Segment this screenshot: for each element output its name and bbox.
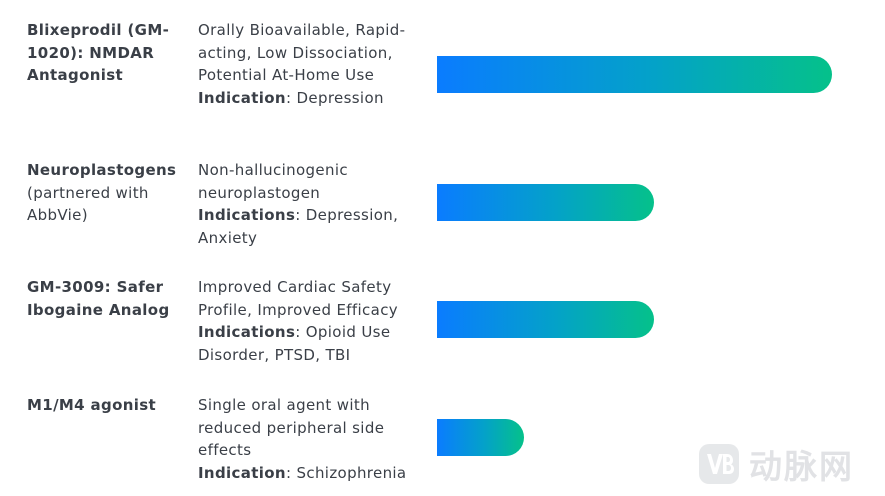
indication-value: : Opioid Use Disorder, PTSD, TBI [198, 323, 391, 364]
progress-bar [437, 56, 832, 93]
bar-track [437, 56, 837, 93]
watermark-text: 动脉网 [749, 447, 854, 486]
progress-bar [437, 419, 524, 456]
program-name: Neuroplastogens (partnered with AbbVie) [27, 159, 187, 227]
indication-value: : Depression, Anxiety [198, 206, 399, 247]
vb-logo-icon [699, 444, 739, 484]
program-name-bold: Blixeprodil (GM-1020): NMDAR Antagonist [27, 21, 170, 84]
program-name-bold: M1/M4 agonist [27, 396, 157, 414]
indication-label: Indications [198, 323, 296, 341]
indication-value: : Depression [285, 88, 384, 107]
progress-bar [437, 184, 654, 221]
program-name: GM-3009: Safer Ibogaine Analog [27, 276, 187, 321]
program-name-bold: Neuroplastogens [27, 161, 177, 179]
program-description: Improved Cardiac Safety Profile, Improve… [198, 276, 423, 366]
indication-value: : Schizophrenia [285, 463, 407, 482]
bar-track [437, 301, 837, 338]
indication-line: Indication: Schizophrenia [198, 462, 423, 485]
description-text: Single oral agent with reduced periphera… [198, 396, 385, 459]
program-name: Blixeprodil (GM-1020): NMDAR Antagonist [27, 19, 187, 87]
progress-bar [437, 301, 654, 338]
indication-line: Indications: Opioid Use Disorder, PTSD, … [198, 321, 423, 366]
bar-track [437, 419, 837, 456]
indication-label: Indication [198, 88, 286, 107]
program-name-bold: GM-3009: Safer Ibogaine Analog [27, 278, 170, 319]
description-text: Non-hallucinogenic neuroplastogen [198, 161, 348, 202]
description-text: Improved Cardiac Safety Profile, Improve… [198, 278, 399, 319]
indication-label: Indication [198, 463, 286, 482]
indication-line: Indication: Depression [198, 87, 423, 110]
bar-track [437, 184, 837, 221]
description-text: Orally Bioavailable, Rapid-acting, Low D… [198, 21, 406, 84]
program-description: Non-hallucinogenic neuroplastogen Indica… [198, 159, 423, 249]
indication-label: Indications [198, 206, 296, 224]
indication-line: Indications: Depression, Anxiety [198, 204, 423, 249]
watermark: 动脉网 [697, 440, 854, 488]
program-name: M1/M4 agonist [27, 394, 187, 417]
program-description: Single oral agent with reduced periphera… [198, 394, 423, 484]
program-description: Orally Bioavailable, Rapid-acting, Low D… [198, 19, 423, 109]
program-name-rest: (partnered with AbbVie) [27, 183, 149, 225]
